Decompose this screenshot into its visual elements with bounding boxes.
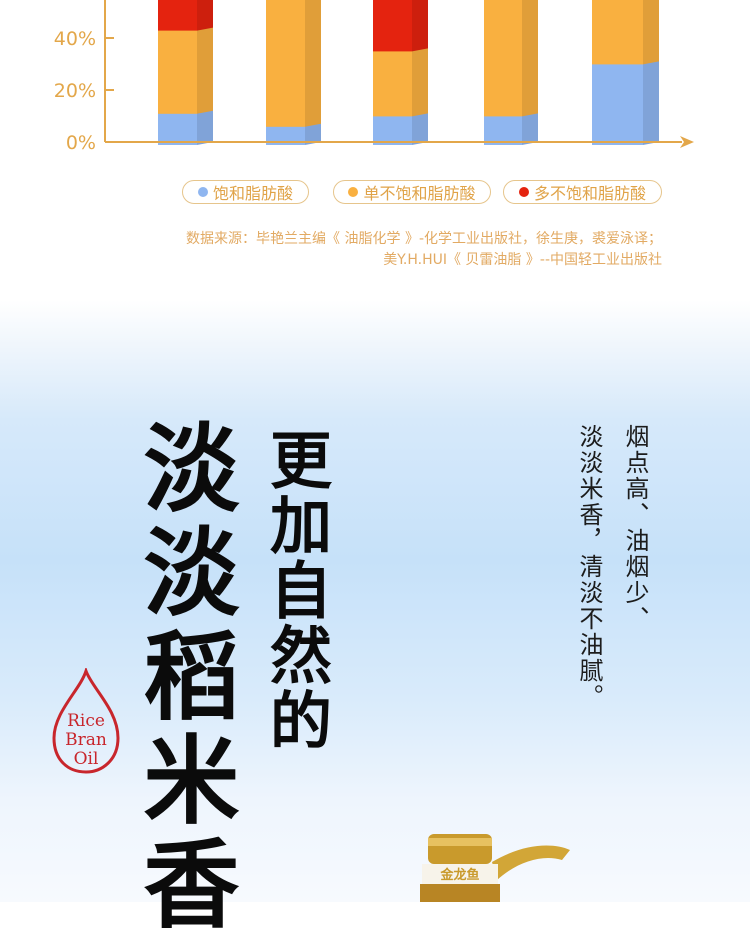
y-tick-label: 20% <box>54 80 96 102</box>
bar-segment <box>592 61 643 145</box>
bar-segment-side <box>305 0 321 127</box>
saturated-dot-icon <box>197 187 208 197</box>
bar-segment <box>158 27 197 114</box>
bar-segment <box>373 113 412 145</box>
svg-text:Bran: Bran <box>65 730 107 750</box>
bar-segment-side <box>197 23 213 114</box>
oil-bottle-image: 金龙鱼 <box>420 834 570 902</box>
legend-monounsaturated: 单不饱和脂肪酸 <box>333 180 491 204</box>
description-col1: 烟点高、油烟少、 <box>621 424 649 632</box>
fatty-acid-chart: 0% 20% 40% <box>54 0 694 154</box>
bottle-brand: 金龙鱼 <box>439 867 479 883</box>
description-col2: 淡淡米香，清淡不油腻。 <box>575 424 603 710</box>
rice-bran-oil-logo: Rice Bran Oil <box>52 668 120 774</box>
headline-main: 淡淡稻米香 <box>127 418 239 938</box>
bar-segment-side <box>412 44 428 117</box>
x-axis-arrow <box>680 136 694 148</box>
legend-label: 饱和脂肪酸 <box>212 184 293 203</box>
bar-segment-side <box>305 119 321 145</box>
bar-segment <box>266 0 305 127</box>
legend-label: 多不饱和脂肪酸 <box>533 184 646 203</box>
y-tick-label: 40% <box>54 28 96 50</box>
bar-segment <box>592 0 643 65</box>
bar-segment-side <box>643 0 659 65</box>
bar-segment <box>158 0 197 31</box>
source-line-2: 美Y.H.HUI《 贝雷油脂 》--中国轻工业出版社 <box>383 252 662 268</box>
bar-segment <box>373 0 412 52</box>
bar-segment <box>484 0 522 117</box>
bar-segment <box>158 110 197 145</box>
bar-segment <box>484 113 522 145</box>
bar-segment-side <box>522 0 538 117</box>
bar-segment <box>373 48 412 117</box>
legend-saturated: 饱和脂肪酸 <box>182 180 309 204</box>
bar-segment-side <box>197 0 213 31</box>
legend-label: 单不饱和脂肪酸 <box>363 184 476 203</box>
bar-segment-side <box>643 57 659 145</box>
bar-segment <box>266 123 305 145</box>
legend-polyunsaturated: 多不饱和脂肪酸 <box>503 180 662 204</box>
source-line-1: 数据来源：毕艳兰主编《 油脂化学 》-化学工业出版社，徐生庚，裘爱泳译； <box>186 231 662 247</box>
y-tick-label: 0% <box>66 132 96 154</box>
polyunsaturated-dot-icon <box>518 187 529 197</box>
bar-segment-side <box>522 109 538 145</box>
bar-segment-side <box>197 106 213 145</box>
svg-text:Oil: Oil <box>74 749 99 769</box>
bar-segment-side <box>412 109 428 145</box>
headline-sub: 更加自然的 <box>259 428 332 753</box>
svg-text:Rice: Rice <box>67 711 105 731</box>
monounsaturated-dot-icon <box>348 187 359 197</box>
bar-segment-side <box>412 0 428 52</box>
